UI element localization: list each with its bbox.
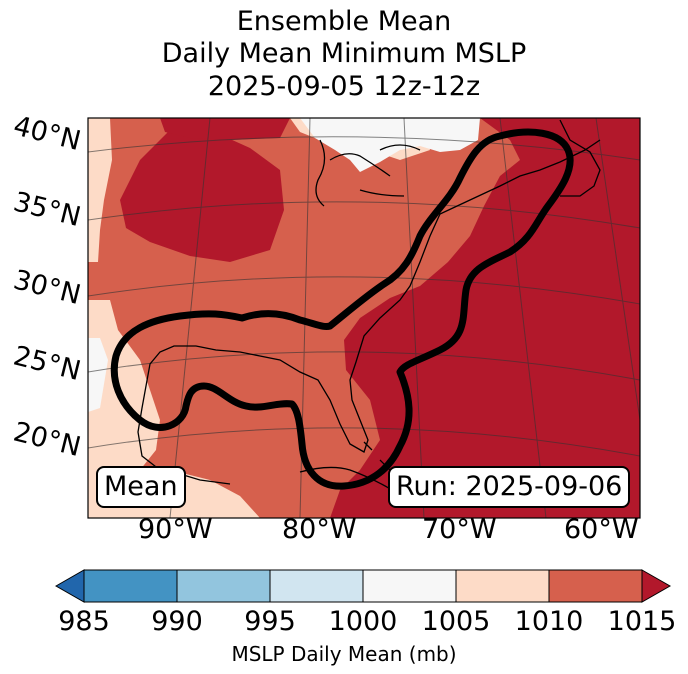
east-coast (137, 139, 601, 485)
colorbar-tick-1010: 1010 (514, 606, 584, 637)
mean-label-box: Mean (96, 466, 186, 508)
field-1015-northeast-edge (540, 118, 600, 170)
field-1005-west (88, 300, 160, 490)
colorbar-tick-995: 995 (244, 606, 296, 637)
colorbar-bin-990 (176, 569, 271, 603)
colorbar-bin-1000 (362, 569, 457, 603)
field-1015-north-top (160, 118, 290, 140)
colorbar-bin-995 (269, 569, 364, 603)
title-line-2: Daily Mean Minimum MSLP (161, 38, 527, 69)
colorbar-tick-1005: 1005 (421, 606, 491, 637)
coastlines (137, 119, 601, 491)
colorbar-tick-1015: 1015 (607, 606, 677, 637)
lon-label-70: 70°W (422, 514, 497, 545)
lon-label-80: 80°W (282, 514, 357, 545)
colorbar-tick-990: 990 (151, 606, 203, 637)
title-line-1: Ensemble Mean (236, 6, 452, 37)
colorbar (54, 569, 672, 603)
lon-label-90: 90°W (138, 514, 213, 545)
cuba (299, 466, 393, 491)
field-1005-north-strip (88, 118, 112, 262)
mean-contour (110, 128, 574, 490)
field-1000-west (88, 338, 108, 412)
colorbar-bin-985 (83, 569, 178, 603)
run-label-box: Run: 2025-09-06 (388, 466, 631, 508)
colorbar-extend-low (54, 569, 85, 603)
lon-label-60: 60°W (564, 514, 639, 545)
colorbar-extend-high (641, 569, 672, 603)
title-line-3: 2025-09-05 12z-12z (207, 71, 481, 102)
colorbar-tick-985: 985 (58, 606, 110, 637)
graticule (88, 118, 640, 518)
colorbar-tick-1000: 1000 (328, 606, 398, 637)
colorbar-bin-1005 (455, 569, 550, 603)
colorbar-bin-1010 (548, 569, 643, 603)
field-1000-north (300, 118, 480, 172)
map-area (88, 118, 640, 518)
great-lakes (315, 139, 421, 207)
north-coast (559, 119, 601, 197)
colorbar-label: MSLP Daily Mean (mb) (231, 642, 457, 666)
